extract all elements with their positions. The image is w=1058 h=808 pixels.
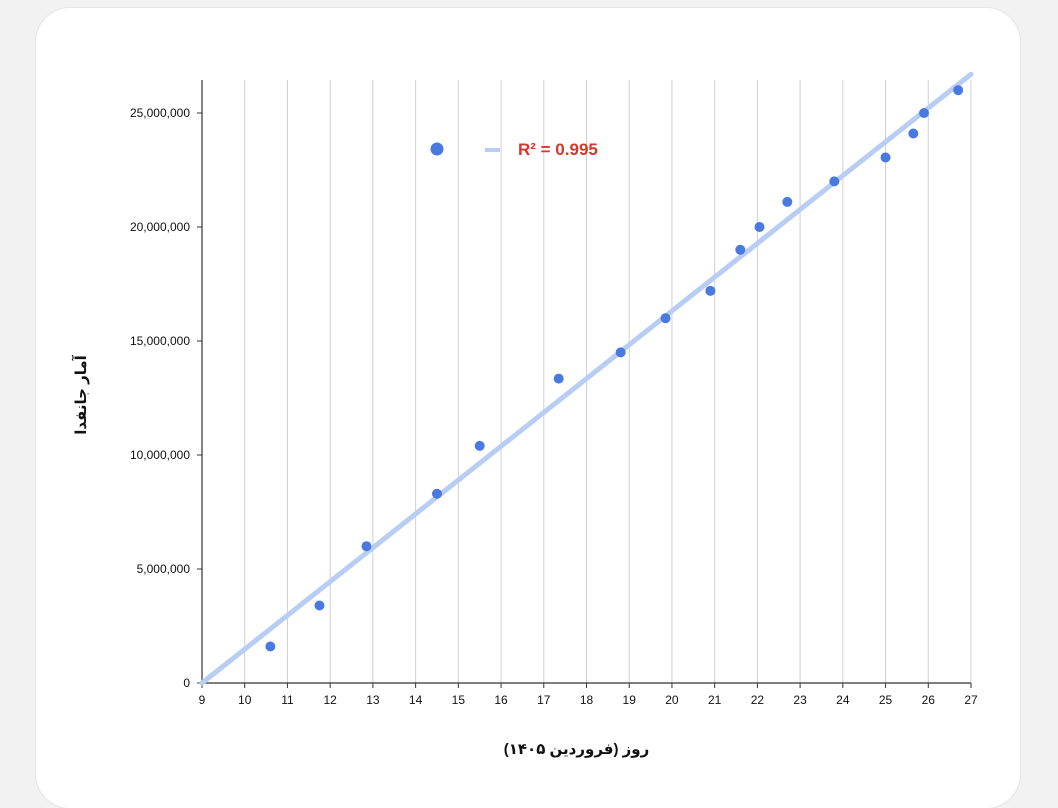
axes [197, 80, 971, 684]
y-tick-label: 10,000,000 [130, 448, 190, 462]
x-tick-label-20: 20 [665, 693, 679, 707]
trendline [199, 71, 974, 686]
x-tick-label-24: 24 [836, 693, 850, 707]
data-point [754, 222, 765, 232]
data-point [474, 440, 485, 451]
x-tick-label-14: 14 [409, 693, 423, 707]
x-tick-label-22: 22 [751, 693, 765, 707]
data-point [553, 373, 564, 384]
legend: R² = 0.995 [430, 140, 598, 159]
data-point [705, 285, 716, 296]
data-point [615, 347, 626, 358]
y-axis-title: آمار جانفدا [72, 354, 90, 434]
data-point [829, 176, 840, 187]
data-point [314, 600, 325, 611]
y-tick-labels: 0 5,000,000 10,000,000 15,000,000 20,000,000… [130, 106, 190, 690]
data-point [782, 196, 793, 207]
y-tick-label: 20,000,000 [130, 220, 190, 234]
x-axis-title: روز (فروردین ۱۴۰۵) [504, 741, 650, 758]
data-point [361, 541, 372, 552]
x-tick-label-15: 15 [452, 693, 466, 707]
r-squared-label: R² = 0.995 [518, 140, 598, 159]
x-tick-label-12: 12 [323, 693, 337, 707]
x-tick-label-19: 19 [623, 693, 637, 707]
trendline-path [199, 71, 974, 686]
x-tick-label-25: 25 [879, 693, 893, 707]
data-point [908, 128, 919, 139]
scatter-chart: 9 10 11 12 13 14 15 16 17 18 19 20 21 22 23 24 25 26 27 0 5… [72, 71, 978, 758]
data-point [953, 85, 964, 96]
data-point [919, 108, 930, 118]
data-point [431, 488, 442, 499]
x-tick-label-21: 21 [708, 693, 722, 707]
x-tick-label-11: 11 [281, 693, 294, 707]
legend-point-marker [430, 142, 444, 156]
data-point [660, 313, 671, 324]
x-tick-label-27: 27 [964, 693, 978, 707]
x-tick-label-18: 18 [580, 693, 594, 707]
x-tick-labels: 9 10 11 12 13 14 15 16 17 18 19 20 21 22 23 24 25 26 27 [199, 693, 978, 707]
y-tick-label: 15,000,000 [130, 334, 190, 348]
grid-lines [201, 80, 972, 688]
chart-card [36, 8, 1020, 808]
x-tick-label-16: 16 [494, 693, 508, 707]
x-tick-label-26: 26 [922, 693, 936, 707]
x-tick-label-9: 9 [199, 693, 206, 707]
x-tick-label-17: 17 [537, 693, 551, 707]
x-tick-label-13: 13 [366, 693, 380, 707]
data-point [265, 641, 276, 652]
y-tick-label: 0 [183, 676, 190, 690]
data-point [880, 152, 891, 163]
y-tick-label: 5,000,000 [137, 562, 191, 576]
x-tick-label-23: 23 [793, 693, 807, 707]
y-tick-label: 25,000,000 [130, 106, 190, 120]
x-tick-label-10: 10 [238, 693, 252, 707]
data-points [265, 85, 964, 652]
data-point [735, 244, 746, 255]
